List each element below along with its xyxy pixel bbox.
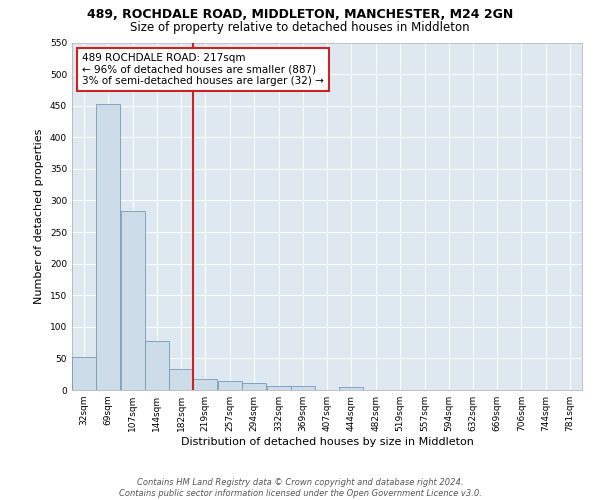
Bar (242, 383, 266, 390)
Bar (218, 380, 242, 390)
Y-axis label: Number of detached properties: Number of detached properties (34, 128, 44, 304)
Bar (96, 104, 120, 390)
Bar (72, 356, 96, 390)
Bar (193, 378, 217, 390)
Text: 489 ROCHDALE ROAD: 217sqm
← 96% of detached houses are smaller (887)
3% of semi-: 489 ROCHDALE ROAD: 217sqm ← 96% of detac… (82, 53, 324, 86)
Text: Size of property relative to detached houses in Middleton: Size of property relative to detached ho… (130, 21, 470, 34)
Bar (290, 386, 314, 390)
Bar (169, 369, 193, 390)
Bar (266, 386, 290, 390)
Bar (121, 211, 145, 390)
X-axis label: Distribution of detached houses by size in Middleton: Distribution of detached houses by size … (181, 437, 473, 447)
Bar (340, 387, 364, 390)
Text: Contains HM Land Registry data © Crown copyright and database right 2024.
Contai: Contains HM Land Registry data © Crown c… (119, 478, 481, 498)
Text: 489, ROCHDALE ROAD, MIDDLETON, MANCHESTER, M24 2GN: 489, ROCHDALE ROAD, MIDDLETON, MANCHESTE… (87, 8, 513, 20)
Bar (145, 340, 169, 390)
